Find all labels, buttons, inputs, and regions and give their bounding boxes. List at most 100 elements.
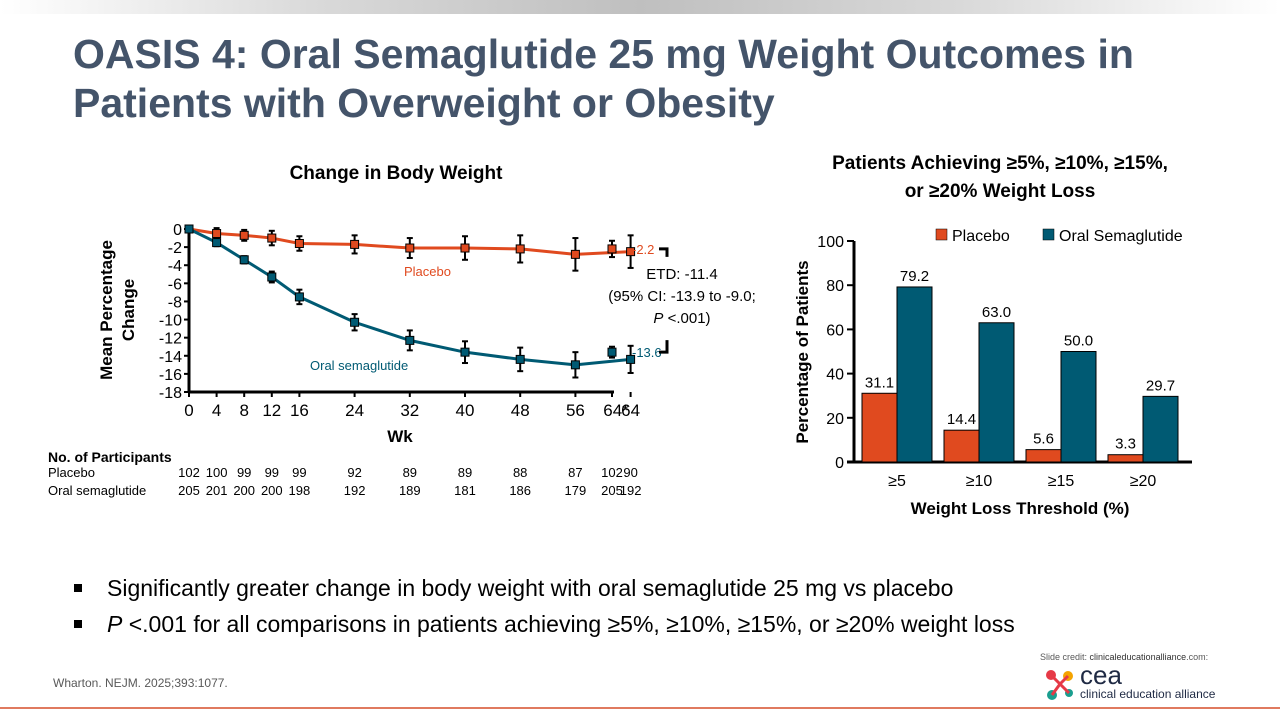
x-tick-label: 4	[212, 401, 221, 420]
y-tick-label: -6	[168, 276, 182, 293]
participants-count: 102	[601, 465, 623, 480]
placebo-series-label: Placebo	[404, 264, 451, 279]
x-tick-label: 12	[262, 401, 281, 420]
bar-placebo	[1025, 449, 1062, 463]
participants-count: 200	[260, 483, 283, 498]
x-tick-label: 0	[184, 401, 193, 420]
x-tick-label: 24	[345, 401, 364, 420]
data-point	[405, 243, 415, 253]
bar-value-label: 3.3	[1115, 436, 1136, 453]
bullet-item: Significantly greater change in body wei…	[74, 570, 1015, 606]
data-point	[570, 249, 580, 259]
participants-count: 200	[233, 483, 256, 498]
y-tick-label: 0	[835, 455, 844, 472]
y-tick-label: 60	[826, 322, 844, 339]
x-tick-label: 40	[456, 401, 475, 420]
bar-placebo	[861, 392, 898, 463]
etd-bracket-bottom	[659, 340, 669, 354]
y-axis-label-line2: Change	[119, 279, 138, 341]
x-tick-label: 64	[621, 401, 640, 420]
x-tick-label: 16	[290, 401, 309, 420]
y-tick-label: -12	[159, 331, 182, 348]
participants-count: 89	[457, 465, 473, 480]
data-point	[212, 238, 222, 248]
etd-line1: ETD: -11.4	[646, 266, 717, 283]
bar-value-label: 5.6	[1033, 431, 1054, 448]
y-tick-label: 20	[826, 411, 844, 428]
etd-p-italic: P	[653, 310, 663, 327]
data-point	[267, 272, 277, 282]
credit-site: clinicaleducationalliance	[1089, 652, 1187, 662]
bar-value-label: 79.2	[900, 268, 929, 285]
slide-title: OASIS 4: Oral Semaglutide 25 mg Weight O…	[73, 31, 1134, 126]
sema-series-label: Oral semaglutide	[310, 358, 408, 373]
legend-swatch	[1042, 228, 1055, 241]
data-point	[350, 239, 360, 249]
participants-row: Oral semaglutide 205 201 200 200 198 192 189 181…	[48, 483, 641, 501]
y-tick-label: -10	[159, 313, 182, 330]
cea-logo: cea clinical education alliance	[1042, 660, 1232, 706]
etd-line3: P <.001)	[653, 310, 710, 327]
participants-row: Placebo 102 100 99 99 99 92 89 89 88 87 90 102	[48, 465, 638, 483]
participants-count: 189	[398, 483, 421, 498]
etd-p-value: <.001)	[663, 310, 710, 327]
x-tick-label: 8	[239, 401, 248, 420]
bar-placebo	[943, 429, 980, 463]
data-point	[294, 292, 304, 302]
participants-count: 90	[623, 465, 638, 480]
data-point	[239, 230, 249, 240]
x-tick-label: 32	[400, 401, 419, 420]
participants-count: 102	[178, 465, 200, 480]
data-point	[515, 354, 525, 364]
bar-value-label: 29.7	[1146, 377, 1175, 394]
data-point	[626, 354, 636, 364]
data-point	[515, 244, 525, 254]
bar-value-label: 50.0	[1064, 333, 1093, 350]
participants-count: 205	[601, 483, 623, 498]
bullet-italic-prefix: P	[107, 611, 123, 637]
credit-suffix: .com:	[1186, 652, 1209, 662]
x-tick-label: 64*	[603, 401, 629, 420]
bullet-square-icon	[74, 620, 82, 628]
bullet-text: Significantly greater change in body wei…	[107, 575, 954, 601]
legend-label: Placebo	[952, 228, 1010, 245]
bar-placebo	[1107, 454, 1144, 463]
participants-count: 92	[347, 465, 362, 480]
participants-count: 192	[619, 483, 642, 498]
data-point	[405, 335, 415, 345]
bar-semaglutide	[978, 322, 1015, 463]
bar-semaglutide	[896, 286, 933, 463]
y-tick-label: -2	[168, 240, 182, 257]
bullet-square-icon	[74, 584, 82, 592]
participants-count: 87	[568, 465, 583, 480]
data-point	[460, 243, 470, 253]
participants-count: 100	[205, 465, 228, 480]
data-point	[212, 229, 222, 239]
x-axis-label: Wk	[387, 427, 413, 446]
participants-count: 99	[264, 465, 280, 480]
bar-semaglutide	[1142, 395, 1179, 463]
y-tick-label: 40	[826, 367, 844, 384]
bullet-item: P <.001 for all comparisons in patients …	[74, 606, 1015, 642]
bullet-text: <.001 for all comparisons in patients ac…	[122, 611, 1015, 637]
logo-full-text: clinical education alliance	[1080, 687, 1216, 701]
x-tick-label: ≥20	[1130, 473, 1157, 490]
participants-count: 205	[178, 483, 200, 498]
y-tick-label: -18	[159, 385, 182, 402]
x-axis-label: Weight Loss Threshold (%)	[911, 499, 1130, 518]
etd-line2: (95% CI: -13.9 to -9.0;	[608, 288, 756, 305]
final-value-label: -2.2	[632, 242, 654, 257]
legend-label: Oral Semaglutide	[1059, 228, 1183, 245]
bar-value-label: 14.4	[947, 411, 976, 428]
y-tick-label: -8	[168, 294, 182, 311]
top-gradient-bar	[0, 0, 1280, 14]
y-tick-label: -4	[168, 258, 182, 275]
etd-bracket-top	[659, 247, 669, 257]
x-tick-label: 56	[566, 401, 585, 420]
bar-chart-title-line1: Patients Achieving ≥5%, ≥10%, ≥15%,	[832, 153, 1168, 174]
data-point	[570, 360, 580, 370]
data-point	[239, 255, 249, 265]
y-tick-label: -16	[159, 367, 182, 384]
